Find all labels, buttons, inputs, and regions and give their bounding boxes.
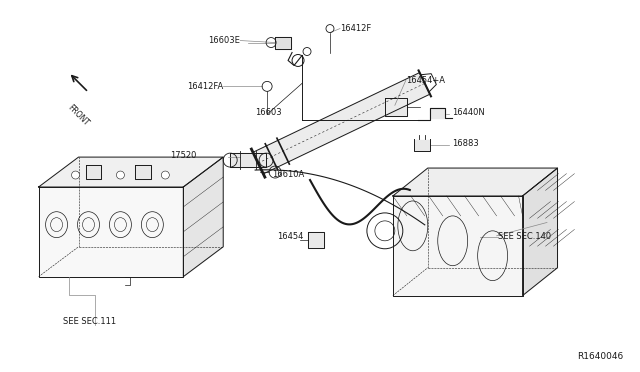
Text: FRONT: FRONT [66,103,91,128]
Polygon shape [253,73,430,174]
Polygon shape [522,168,557,296]
Polygon shape [308,232,324,248]
Polygon shape [393,196,522,296]
Polygon shape [38,157,223,187]
Text: 16454: 16454 [276,232,303,241]
Text: SEE SEC.111: SEE SEC.111 [63,317,116,326]
Circle shape [72,171,79,179]
Text: 16603: 16603 [255,108,282,117]
Text: 17520: 17520 [170,151,196,160]
Text: 16454+A: 16454+A [406,76,445,85]
Polygon shape [430,108,445,118]
Polygon shape [86,165,102,179]
Polygon shape [393,168,557,196]
Text: 16610A: 16610A [272,170,305,179]
Circle shape [161,171,170,179]
Text: 16883: 16883 [452,139,479,148]
Polygon shape [415,140,429,150]
Text: 16412F: 16412F [340,24,371,33]
Text: SEE SEC.140: SEE SEC.140 [498,232,551,241]
Text: 16412FA: 16412FA [187,82,223,91]
Polygon shape [38,187,183,277]
Polygon shape [183,157,223,277]
Polygon shape [385,98,407,116]
Text: 16603E: 16603E [208,36,240,45]
Text: R1640046: R1640046 [577,352,624,361]
Circle shape [116,171,124,179]
Polygon shape [136,165,152,179]
Polygon shape [275,36,291,48]
Text: 16440N: 16440N [452,108,484,117]
Polygon shape [230,153,266,167]
